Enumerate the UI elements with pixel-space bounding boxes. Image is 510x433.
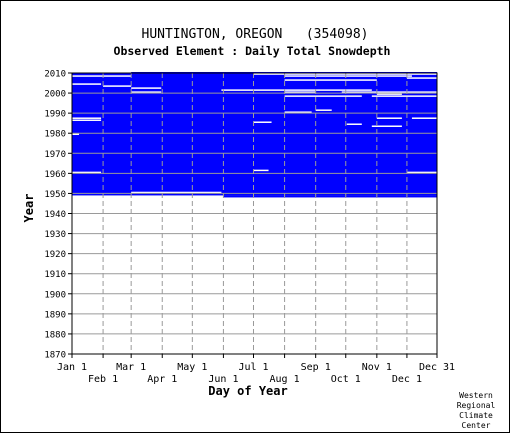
missing-data-segment [131, 87, 162, 89]
y-tick-label: 1930 [44, 230, 66, 240]
missing-data-segment [411, 117, 437, 119]
x-axis-label: Day of Year [208, 384, 287, 398]
missing-data-segment [221, 89, 372, 91]
x-tick-label: Apr 1 [147, 374, 177, 385]
x-tick-label: Feb 1 [88, 374, 118, 385]
missing-data-segment [406, 171, 437, 174]
y-tick-label: 1920 [44, 250, 66, 260]
missing-data-segment [253, 169, 269, 172]
missing-data-segment [72, 117, 102, 119]
x-tick-label: Dec 1 [392, 374, 422, 385]
x-tick-label: Sep 1 [301, 362, 331, 373]
missing-data-segment [253, 121, 272, 123]
chart-title: HUNTINGTON, OREGON (354098) [142, 27, 369, 42]
y-tick-label: 1910 [44, 270, 66, 280]
x-tick-label: Aug 1 [270, 374, 300, 385]
y-tick-label: 1880 [44, 330, 66, 340]
missing-data-segment [406, 77, 437, 79]
chart-subtitle: Observed Element : Daily Total Snowdepth [114, 44, 391, 58]
x-tick-label: Mar 1 [116, 362, 146, 373]
y-tick-label: 1940 [44, 210, 66, 220]
credit-block: Western Regional Climate Center [457, 391, 496, 430]
missing-data-segment [103, 85, 132, 87]
missing-data-segment [376, 117, 402, 119]
y-tick-label: 1900 [44, 290, 66, 300]
missing-data-segment [131, 191, 222, 194]
missing-data-segment [346, 123, 362, 125]
missing-data-segment [284, 111, 312, 113]
x-tick-label: Jul 1 [238, 362, 268, 373]
missing-data-segment [371, 95, 437, 97]
y-tick-label: 1890 [44, 310, 66, 320]
y-tick-label: 1870 [44, 351, 66, 361]
y-tick-label: 1960 [44, 170, 66, 180]
y-tick-label: 1950 [44, 190, 66, 200]
missing-data-segment [284, 79, 377, 81]
y-axis-ticks: 2010 2000 1990 1980 1970 1960 1950 1940 1930 1920… [44, 70, 72, 361]
missing-data-segment [72, 133, 80, 136]
y-tick-label: 1970 [44, 150, 66, 160]
missing-data-segment [72, 71, 132, 73]
snowdepth-data-layer [72, 71, 437, 198]
x-tick-label: Oct 1 [331, 374, 361, 385]
missing-data-segment [371, 125, 402, 127]
missing-data-segment [376, 93, 402, 95]
missing-data-segment [284, 91, 316, 93]
missing-data-segment [284, 95, 362, 97]
missing-data-segment [72, 119, 102, 121]
y-tick-label: 1990 [44, 110, 66, 120]
missing-data-segment [72, 83, 102, 85]
x-tick-label: Dec 31 [419, 362, 455, 373]
missing-data-segment [72, 171, 102, 174]
credit-line-2: Regional [457, 401, 496, 410]
y-tick-label: 1980 [44, 130, 66, 140]
missing-data-segment [341, 91, 437, 93]
missing-data-segment [315, 109, 332, 111]
snowdepth-first-year-row [223, 195, 437, 198]
x-tick-label: Jan 1 [57, 362, 87, 373]
missing-data-segment [72, 75, 132, 77]
missing-data-segment [131, 91, 162, 93]
credit-line-1: Western [459, 391, 493, 400]
y-tick-label: 2000 [44, 90, 66, 100]
y-axis-label: Year [22, 194, 36, 223]
x-tick-label: Nov 1 [362, 362, 392, 373]
x-tick-label: May 1 [177, 362, 207, 373]
x-tick-label: Jun 1 [208, 374, 238, 385]
missing-data-segment [284, 75, 412, 77]
grid-layer [72, 73, 437, 354]
missing-data-segment [253, 73, 437, 75]
y-tick-label: 2010 [44, 70, 66, 80]
credit-line-3: Climate [459, 411, 493, 420]
credit-line-4: Center [462, 421, 491, 430]
